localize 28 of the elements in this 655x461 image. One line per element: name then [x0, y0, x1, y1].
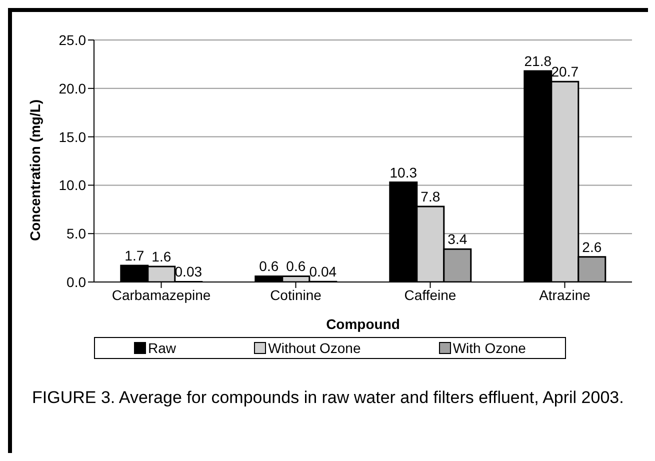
- data-label: 0.04: [309, 264, 337, 280]
- legend-label: Raw: [147, 340, 176, 356]
- legend-label: With Ozone: [452, 340, 526, 356]
- x-tick-label: Caffeine: [404, 286, 456, 303]
- y-tick-label: 5.0: [66, 226, 86, 242]
- data-label: 1.7: [124, 248, 144, 264]
- y-tick-label: 25.0: [58, 32, 86, 48]
- y-tick-label: 0.0: [66, 274, 86, 290]
- x-axis-title: Compound: [326, 316, 400, 332]
- x-tick-label: Cotinine: [270, 286, 322, 303]
- caption: FIGURE 3. Average for compounds in raw water and filters effluent, April 2003.: [32, 387, 625, 409]
- legend-label: Without Ozone: [267, 340, 361, 356]
- data-label: 10.3: [390, 164, 418, 180]
- data-label: 2.6: [582, 238, 602, 255]
- data-label: 0.6: [286, 258, 306, 274]
- x-tick-label: Atrazine: [539, 286, 591, 303]
- y-tick-label: 15.0: [58, 128, 86, 145]
- y-axis-title: Concentration (mg/L): [26, 99, 43, 241]
- y-tick-label: 20.0: [58, 80, 86, 96]
- data-label: 7.8: [420, 188, 440, 204]
- data-label: 3.4: [448, 231, 468, 248]
- data-label: 21.8: [524, 52, 552, 69]
- data-label: 1.6: [152, 248, 172, 265]
- y-tick-label: 10.0: [58, 177, 86, 194]
- data-label: 0.6: [259, 258, 279, 274]
- data-label: 0.03: [174, 264, 202, 280]
- x-tick-label: Carbamazepine: [112, 286, 211, 303]
- data-label: 20.7: [551, 64, 579, 80]
